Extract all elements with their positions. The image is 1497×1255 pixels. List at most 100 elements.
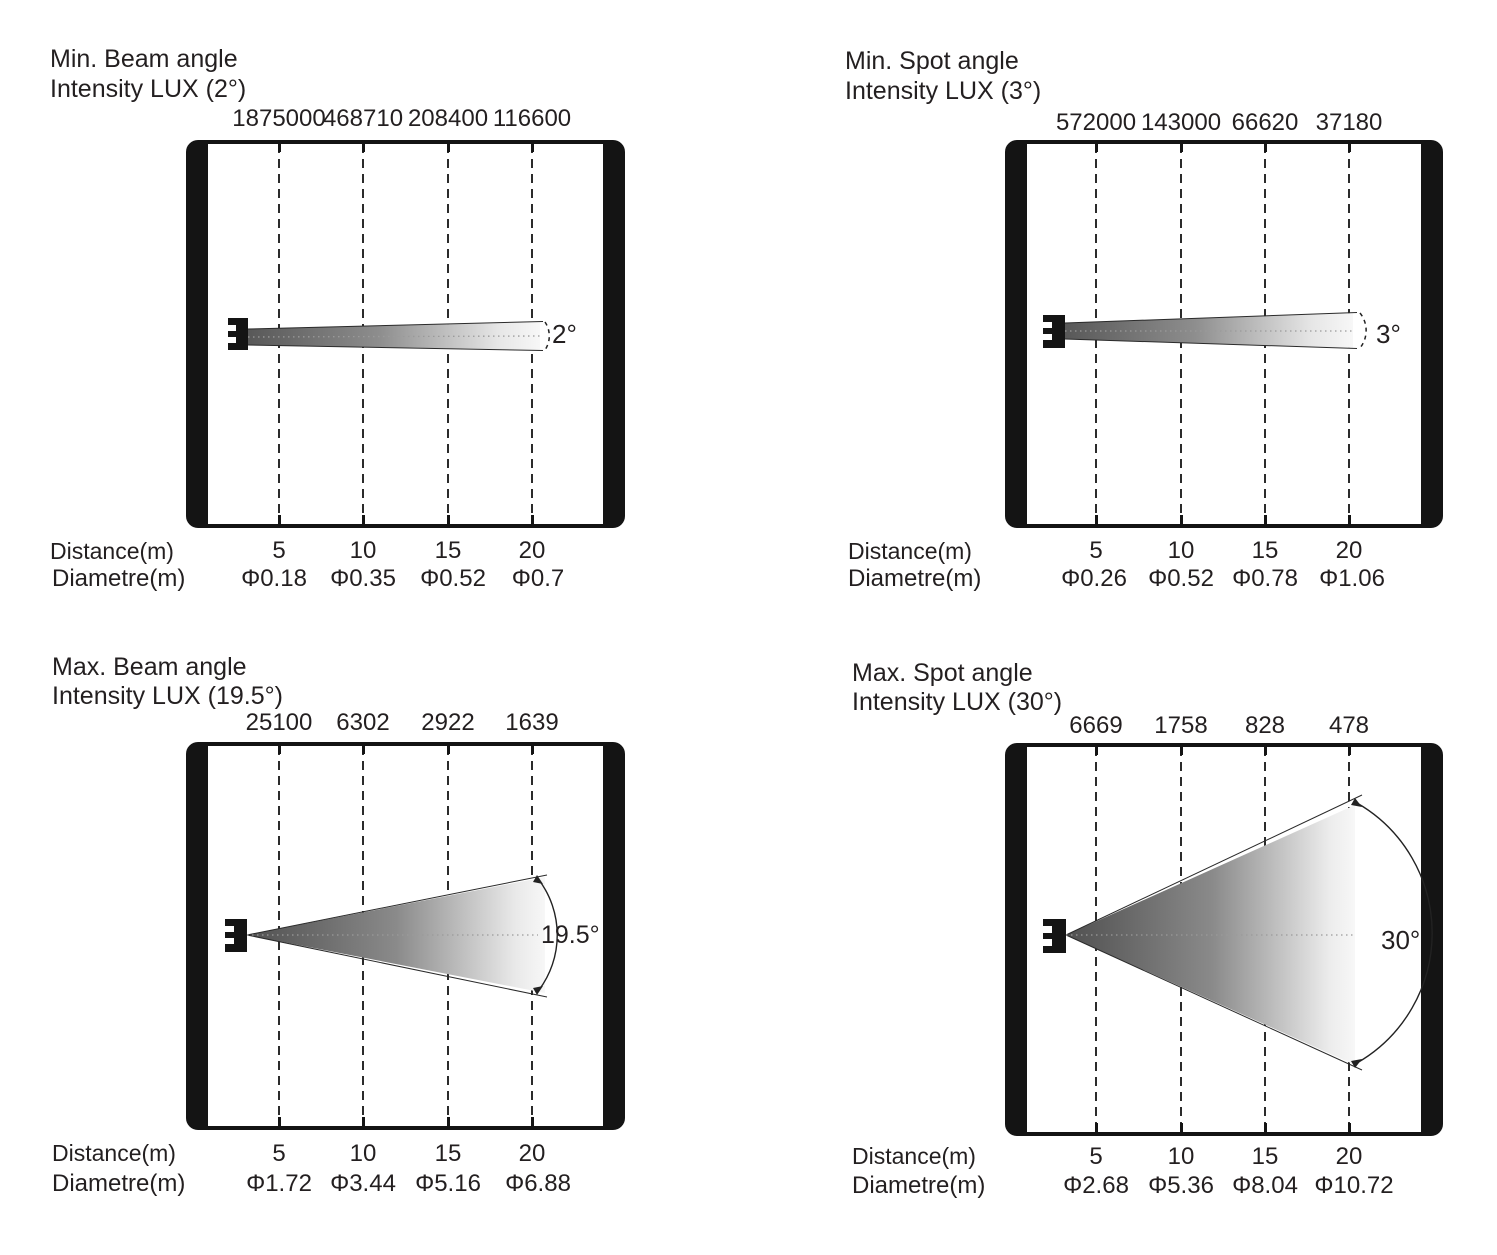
- frame-left-bar: [1009, 747, 1027, 1132]
- distance-gridlines: [1095, 144, 1351, 524]
- panel-subtitle: Intensity LUX (2°): [50, 75, 247, 103]
- beam-diagram: [228, 144, 551, 524]
- distance-value: 20: [518, 537, 546, 564]
- beam-angle-label: 30°: [1381, 925, 1421, 955]
- beam-angle-label: 2°: [552, 319, 577, 349]
- frame-left-bar: [190, 746, 208, 1126]
- diameter-row-label: Diametre(m): [848, 565, 982, 592]
- beam-gradient: [247, 877, 545, 993]
- distance-value: 5: [1089, 1143, 1103, 1170]
- intensity-value: 828: [1244, 712, 1286, 739]
- intensity-value: 572000: [1055, 109, 1137, 136]
- fixture-icon: [228, 318, 248, 350]
- intensity-value: 1639: [505, 709, 559, 736]
- panel-subtitle: Intensity LUX (19.5°): [52, 682, 283, 710]
- panel-title: Min. Beam angle: [50, 45, 238, 73]
- angle-arc: [1359, 312, 1367, 349]
- distance-row-label: Distance(m): [848, 538, 972, 564]
- distance-value: 5: [272, 1140, 286, 1167]
- intensity-value: 208400: [407, 105, 489, 132]
- diameter-row-label: Diametre(m): [52, 565, 186, 592]
- intensity-value: 143000: [1140, 109, 1222, 136]
- intensity-value: 478: [1328, 712, 1370, 739]
- frame-right-bar: [1421, 747, 1439, 1132]
- diameter-row-label: Diametre(m): [52, 1170, 186, 1197]
- diameter-value: Φ0.18: [241, 565, 307, 592]
- distance-value: 15: [1251, 1143, 1279, 1170]
- beam-edge-bottom: [246, 934, 548, 998]
- distance-value: 15: [434, 1140, 462, 1167]
- tick-marks: [278, 746, 534, 1126]
- tick-marks: [1095, 144, 1351, 524]
- diameter-value: Φ0.78: [1232, 565, 1298, 592]
- beam-angle-label: 19.5°: [541, 921, 600, 949]
- intensity-value: 37180: [1315, 109, 1383, 136]
- panel-subtitle: Intensity LUX (30°): [852, 688, 1063, 716]
- diameter-value: Φ5.16: [415, 1170, 481, 1197]
- diameter-value: Φ0.35: [330, 565, 396, 592]
- distance-value: 20: [1335, 537, 1363, 564]
- diameter-value: Φ0.52: [420, 565, 486, 592]
- beam-diagram: [225, 746, 558, 1126]
- angle-arc: [544, 321, 551, 351]
- distance-gridlines: [278, 746, 534, 1126]
- distance-value: 5: [272, 537, 286, 564]
- beam-edge-top: [1064, 312, 1358, 324]
- distance-value: 10: [349, 1140, 377, 1167]
- panel-title: Max. Spot angle: [852, 659, 1033, 687]
- distance-value: 15: [434, 537, 462, 564]
- diameter-value: Φ6.88: [505, 1170, 571, 1197]
- distance-value: 10: [1167, 537, 1195, 564]
- diameter-value: Φ1.06: [1319, 565, 1385, 592]
- distance-value: 20: [518, 1140, 546, 1167]
- beam-edge-top: [1065, 794, 1363, 936]
- diameter-value: Φ0.26: [1061, 565, 1127, 592]
- angle-arc-arrow-bottom: [533, 986, 543, 995]
- frame-left-bar: [1009, 144, 1027, 524]
- frame-right-bar: [603, 144, 621, 524]
- distance-gridlines: [278, 144, 534, 524]
- diameter-value: Φ10.72: [1314, 1172, 1394, 1199]
- intensity-value: 6669: [1069, 712, 1123, 739]
- beam-edge-bottom: [1064, 338, 1358, 349]
- diameter-value: Φ0.52: [1148, 565, 1214, 592]
- diameter-row-label: Diametre(m): [852, 1172, 986, 1199]
- intensity-value: 2922: [421, 709, 475, 736]
- diameter-value: Φ5.36: [1148, 1172, 1214, 1199]
- frame-left-bar: [190, 144, 208, 524]
- fixture-icon: [1043, 919, 1066, 953]
- beam-diagram: [1043, 144, 1367, 524]
- angle-arc-arrow-bottom: [1351, 1059, 1362, 1068]
- diameter-value: Φ2.68: [1063, 1172, 1129, 1199]
- diameter-value: Φ0.7: [511, 565, 565, 592]
- fixture-icon: [225, 919, 247, 952]
- panel-subtitle: Intensity LUX (3°): [845, 77, 1042, 105]
- intensity-value: 25100: [245, 709, 313, 736]
- distance-row-label: Distance(m): [50, 538, 174, 564]
- intensity-value: 468710: [322, 105, 404, 132]
- panel-title: Max. Beam angle: [52, 653, 247, 681]
- frame-right-bar: [603, 746, 621, 1126]
- intensity-value: 1758: [1154, 712, 1208, 739]
- intensity-value: 116600: [492, 105, 572, 132]
- frame-right-bar: [1421, 144, 1439, 524]
- beam-angle-label: 3°: [1376, 319, 1401, 349]
- beam-edge-top: [247, 321, 544, 330]
- panel-title: Min. Spot angle: [845, 47, 1019, 75]
- beam-edge-top: [246, 874, 548, 936]
- distance-value: 10: [349, 537, 377, 564]
- beam-edge-bottom: [247, 344, 544, 351]
- distance-value: 10: [1167, 1143, 1195, 1170]
- tick-marks: [1095, 747, 1351, 1132]
- distance-row-label: Distance(m): [852, 1143, 976, 1169]
- intensity-value: 1875000: [232, 105, 326, 132]
- beam-edge-bottom: [1065, 934, 1363, 1071]
- distance-value: 20: [1335, 1143, 1363, 1170]
- beam-centerline: [247, 335, 541, 338]
- distance-value: 15: [1251, 537, 1279, 564]
